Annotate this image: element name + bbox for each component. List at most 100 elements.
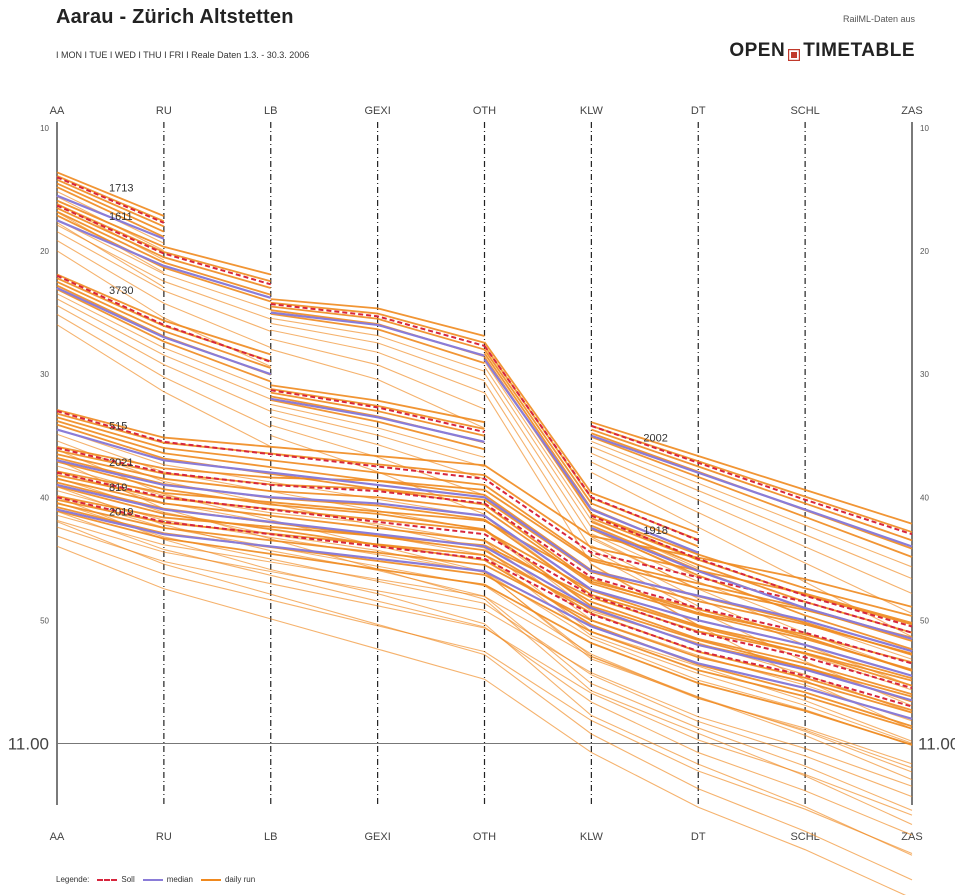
train-label-515: 515 — [109, 420, 127, 432]
daily-run-line-4-0 — [270, 384, 485, 424]
soll-line-5 — [483, 345, 699, 542]
daily-run-line-1-4 — [56, 214, 272, 303]
train-label-2019: 2019 — [109, 506, 133, 518]
legend-label: Legende: — [56, 875, 90, 884]
soll-line-4 — [270, 389, 485, 434]
logo-text-right: TIMETABLE — [803, 40, 915, 61]
daily-run-line-9-9 — [56, 521, 913, 881]
y-tick-left-50: 50 — [40, 616, 49, 625]
daily-run-line-3-0 — [270, 298, 485, 337]
station-label-top-zas: ZAS — [901, 105, 922, 117]
daily-run-line-8-2 — [56, 453, 913, 671]
daily-run-line-2-8 — [56, 313, 271, 429]
daily-run-line-6-0 — [591, 421, 913, 525]
station-label-bottom-klw: KLW — [580, 831, 604, 843]
daily-run-line-2-6 — [56, 298, 271, 400]
daily-run-line-0-0 — [56, 171, 165, 217]
daily-run-line-3-6 — [270, 322, 485, 382]
daily-run-line-10-6 — [56, 519, 913, 787]
daily-run-line-3-7 — [270, 329, 485, 394]
station-label-bottom-dt: DT — [691, 831, 706, 843]
y-tick-right-10: 10 — [920, 124, 929, 133]
daily-run-line-0-2 — [56, 178, 165, 228]
open-timetable-logo: OPEN TIMETABLE — [729, 40, 915, 62]
train-label-2021: 2021 — [109, 457, 133, 469]
legend-swatch-median — [142, 878, 163, 881]
legend-item-soll: Soll — [97, 875, 135, 884]
daily-run-line-1-5 — [56, 219, 271, 311]
station-label-bottom-schl: SCHL — [790, 831, 819, 843]
daily-run-line-3-5 — [270, 317, 485, 372]
soll-line-8 — [56, 447, 913, 665]
median-line-11 — [590, 527, 913, 640]
soll-line-11 — [591, 514, 913, 628]
daily-run-line-9-2 — [56, 477, 913, 696]
median-line-0 — [56, 194, 165, 240]
chart-title: Aarau - Zürich Altstetten — [56, 6, 294, 28]
median-line-3 — [270, 311, 485, 357]
y-tick-left-10: 10 — [40, 124, 49, 133]
soll-line-0 — [56, 176, 165, 224]
daily-run-line-10-9 — [56, 545, 907, 895]
daily-run-line-1-3 — [56, 210, 272, 296]
daily-run-line-10-8 — [56, 535, 913, 855]
daily-run-line-5-0 — [483, 341, 699, 534]
soll-line-6 — [591, 424, 913, 536]
median-line-1 — [56, 219, 272, 299]
y-tick-left-40: 40 — [40, 493, 49, 502]
station-label-top-klw: KLW — [580, 105, 604, 117]
daily-run-line-3-1 — [270, 301, 485, 344]
soll-line-10 — [56, 496, 913, 708]
train-label-1713: 1713 — [109, 183, 133, 195]
daily-run-line-5-2 — [483, 349, 699, 548]
open-timetable-logo-icon — [787, 45, 801, 62]
legend: Legende: Soll median daily run — [56, 875, 255, 884]
station-label-bottom-gexi: GEXI — [364, 831, 390, 843]
train-label-1611: 1611 — [109, 211, 133, 223]
daily-run-line-4-7 — [270, 415, 485, 480]
daily-run-line-3-4 — [270, 312, 485, 364]
median-line-9 — [56, 483, 913, 702]
daily-run-line-5-5 — [484, 361, 699, 569]
daily-run-line-2-0 — [56, 273, 272, 356]
daily-run-line-2-9 — [56, 324, 272, 448]
daily-run-line-4-6 — [270, 409, 485, 468]
daily-run-line-0-9 — [56, 222, 165, 288]
daily-run-line-11-9 — [591, 564, 913, 730]
daily-run-line-7-2 — [56, 416, 913, 640]
daily-run-line-10-7 — [56, 526, 913, 816]
median-line-10 — [56, 508, 913, 720]
daily-run-line-10-2 — [56, 502, 913, 714]
soll-line-7 — [56, 410, 913, 634]
median-line-6 — [591, 434, 913, 548]
daily-run-line-10-4 — [56, 509, 913, 746]
y-tick-left-20: 20 — [40, 247, 49, 256]
daily-run-line-6-5 — [591, 440, 913, 568]
station-label-top-aa: AA — [50, 105, 65, 117]
y-tick-right-40: 40 — [920, 493, 929, 502]
station-label-top-lb: LB — [264, 105, 277, 117]
daily-run-line-6-2 — [591, 428, 913, 542]
daily-run-line-6-7 — [591, 452, 913, 595]
daily-run-line-10-0 — [56, 495, 913, 682]
daily-run-line-1-1 — [56, 203, 271, 283]
median-line-4 — [270, 397, 485, 443]
legend-swatch-soll — [97, 878, 118, 881]
train-label-3730: 3730 — [109, 285, 133, 297]
daily-run-line-4-5 — [270, 403, 485, 458]
daily-run-line-4-8 — [270, 424, 485, 496]
daily-run-line-1-7 — [56, 231, 271, 332]
legend-text-soll: Soll — [121, 875, 135, 884]
train-label-2002: 2002 — [643, 433, 667, 445]
station-label-bottom-zas: ZAS — [901, 831, 922, 843]
legend-text-daily-run: daily run — [224, 875, 256, 884]
daily-run-line-7-0 — [56, 409, 913, 608]
daily-run-line-6-6 — [591, 446, 913, 580]
daily-run-line-3-2 — [270, 305, 485, 351]
station-label-bottom-lb: LB — [264, 831, 277, 843]
daily-run-line-11-4 — [591, 528, 913, 651]
soll-line-9 — [56, 471, 913, 690]
daily-run-line-2-4 — [56, 288, 272, 383]
daily-run-line-1-8 — [56, 240, 271, 349]
